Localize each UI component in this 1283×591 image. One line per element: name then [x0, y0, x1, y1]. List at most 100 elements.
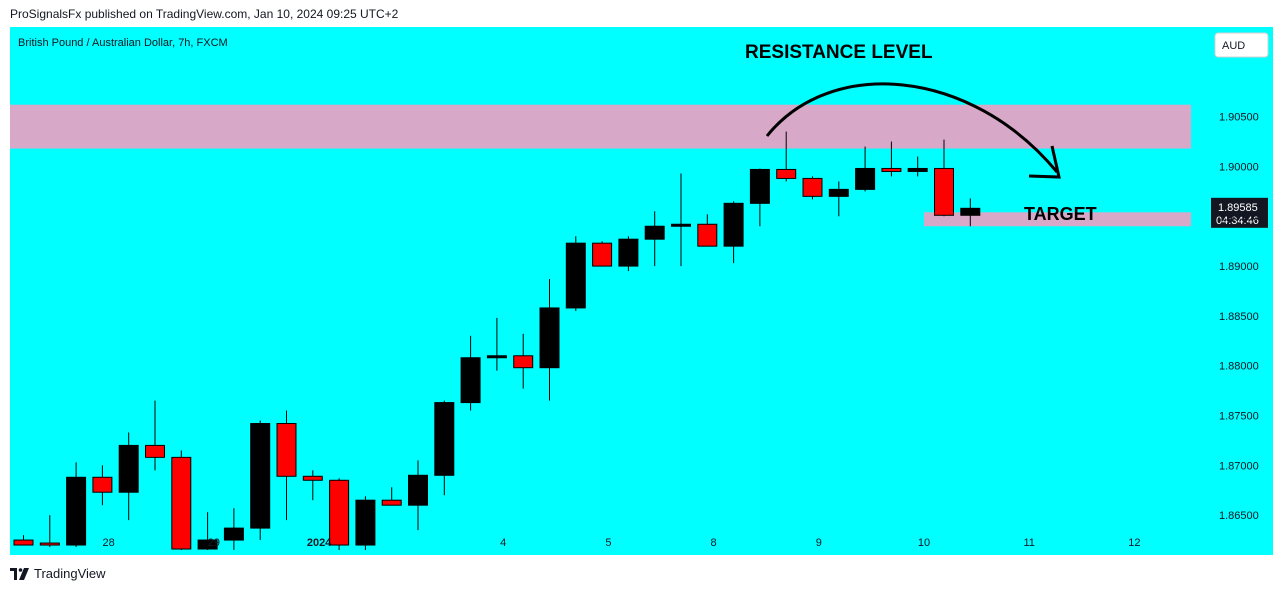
candle-body	[855, 167, 876, 190]
candle-body	[565, 242, 586, 309]
published-caption: ProSignalsFx published on TradingView.co…	[10, 7, 399, 21]
y-tick-label: 1.86500	[1219, 510, 1259, 522]
candle-body	[355, 499, 376, 546]
candle-body	[276, 422, 297, 477]
candle	[618, 236, 639, 272]
candle	[355, 496, 376, 551]
candle	[855, 146, 876, 192]
price-chart[interactable]: British Pound / Australian Dollar, 7h, F…	[10, 27, 1273, 555]
resistance-zone	[10, 104, 1191, 149]
candle-body	[907, 167, 928, 172]
candle	[276, 410, 297, 521]
candle	[539, 279, 560, 401]
candle-body	[250, 422, 271, 529]
candle-body	[197, 539, 218, 550]
candle-body	[592, 242, 613, 267]
candle	[13, 535, 34, 546]
candle	[381, 487, 402, 506]
target-zone	[923, 212, 1191, 227]
x-tick-label: 10	[918, 537, 930, 549]
candle	[118, 432, 139, 521]
currency-label: AUD	[1222, 40, 1245, 52]
candle-body	[381, 499, 402, 506]
candle	[592, 241, 613, 267]
candle-body	[776, 168, 797, 179]
candle-body	[460, 357, 481, 404]
candle	[145, 400, 165, 471]
chart-svg[interactable]: British Pound / Australian Dollar, 7h, F…	[10, 27, 1273, 555]
candle-body	[934, 167, 954, 216]
candle-body	[171, 456, 192, 550]
footer-brand[interactable]: TradingView	[10, 566, 106, 581]
projection-arrow-head	[1028, 145, 1061, 179]
y-tick-label: 1.90500	[1219, 112, 1259, 124]
candle	[828, 181, 849, 217]
candle	[66, 462, 87, 548]
candle	[486, 317, 507, 371]
x-tick-label: 9	[816, 537, 822, 549]
candle-body	[513, 355, 534, 369]
candle	[513, 333, 534, 389]
last-price-countdown: 04:34:46	[1216, 215, 1259, 227]
projection-arrow	[765, 82, 1059, 173]
candle	[92, 465, 113, 506]
candle	[460, 335, 481, 411]
candle	[802, 176, 823, 200]
candle-body	[802, 177, 823, 197]
candle-body	[618, 238, 639, 267]
candle	[749, 168, 770, 227]
x-tick-label: 28	[103, 537, 115, 549]
candle	[250, 420, 271, 541]
x-tick-label: 29	[208, 537, 220, 549]
y-tick-label: 1.87000	[1219, 460, 1259, 472]
candle-body	[828, 188, 849, 197]
candle	[565, 236, 586, 311]
candle-body	[697, 223, 718, 247]
chart-title: British Pound / Australian Dollar, 7h, F…	[18, 37, 228, 49]
x-tick-label: 11	[1023, 537, 1034, 549]
candle-body	[881, 167, 902, 172]
candle	[434, 400, 455, 496]
candle-body	[960, 207, 981, 216]
candle	[329, 478, 350, 551]
candle-body	[486, 355, 507, 359]
candle	[39, 515, 60, 548]
x-tick-label: 8	[711, 537, 717, 549]
candle-body	[671, 223, 691, 227]
candle	[723, 201, 744, 264]
candle	[197, 512, 218, 551]
candle	[302, 470, 323, 501]
resistance-level-label: RESISTANCE LEVEL	[745, 42, 933, 63]
candle	[934, 139, 954, 217]
y-tick-label: 1.87500	[1219, 411, 1259, 423]
candle-body	[434, 402, 455, 476]
candle	[223, 508, 244, 551]
tradingview-logo-icon	[10, 567, 29, 580]
candle	[671, 173, 691, 267]
x-tick-label: 4	[500, 537, 506, 549]
candle-body	[39, 542, 60, 546]
x-tick-label: 5	[605, 537, 611, 549]
x-tick-label: 2024	[307, 537, 332, 549]
y-tick-label: 1.89500	[1219, 211, 1259, 223]
candle-body	[92, 476, 113, 493]
candle	[697, 214, 718, 247]
candle-body	[408, 474, 428, 506]
candle-body	[223, 527, 244, 541]
candle-body	[329, 479, 350, 546]
candle-body	[13, 539, 34, 546]
candle-body	[118, 444, 139, 493]
candle	[408, 460, 428, 531]
currency-badge	[1214, 32, 1269, 58]
candle-body	[302, 475, 323, 481]
y-tick-label: 1.90000	[1219, 161, 1259, 173]
candle-body	[539, 307, 560, 369]
x-tick-label: 12	[1128, 537, 1140, 549]
candle	[171, 450, 192, 551]
candle	[776, 131, 797, 182]
y-tick-label: 1.89000	[1219, 261, 1259, 273]
footer-brand-label: TradingView	[34, 566, 106, 581]
candle	[644, 211, 665, 267]
y-tick-label: 1.88500	[1219, 311, 1259, 323]
candle-body	[749, 168, 770, 204]
